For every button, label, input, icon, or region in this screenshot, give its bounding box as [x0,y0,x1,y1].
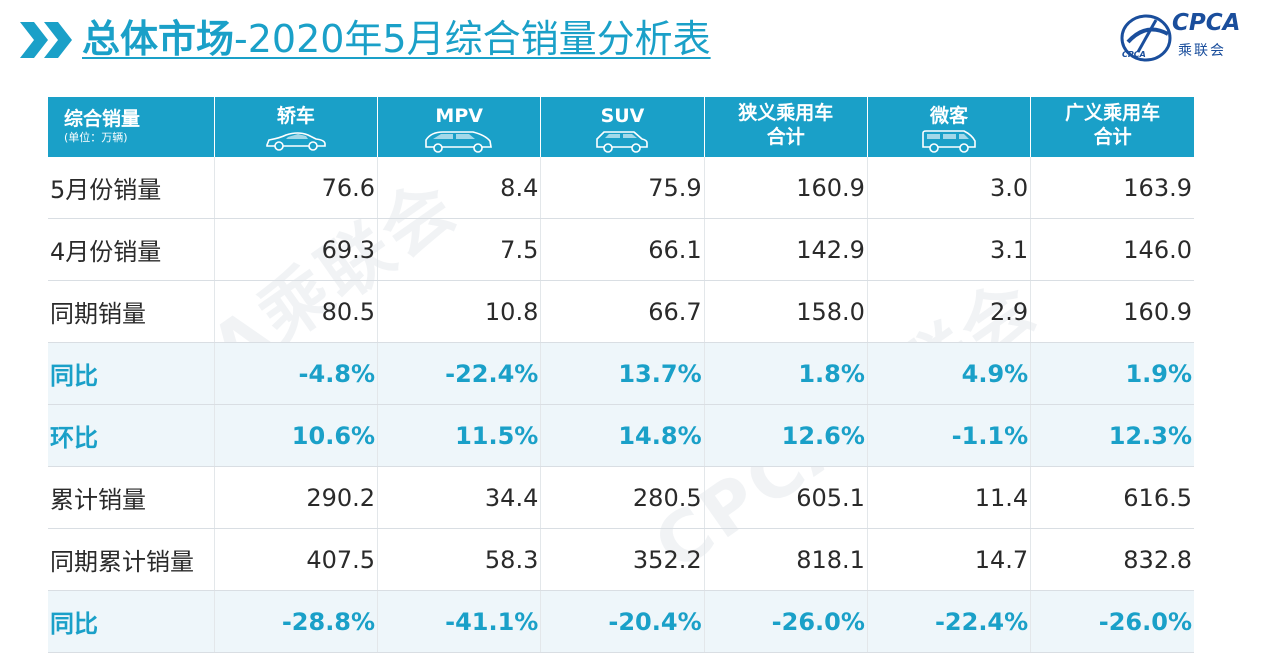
table-cell: 11.4 [867,466,1032,529]
minivan-icon [922,130,976,153]
table-cell: 4.9% [867,342,1032,405]
table-cell: -41.1% [377,590,542,653]
table-cell: 1.9% [1030,342,1194,405]
table-cell: 80.5 [214,280,379,343]
table-cell: -22.4% [867,590,1032,653]
table-cell: 14.8% [540,404,705,467]
page-title: 总体市场-2020年5月综合销量分析表 [82,17,711,61]
sales-table: 综合销量 (单位：万辆) 轿车 MPV [48,97,1194,653]
table-header-row: 综合销量 (单位：万辆) 轿车 MPV [48,97,1194,157]
sedan-icon [266,132,326,151]
page-header: 总体市场-2020年5月综合销量分析表 CPCA 乘联会 CPCA [0,0,1264,80]
table-cell: -20.4% [540,590,705,653]
table-cell: 605.1 [704,466,868,529]
table-row: 同期销量 80.5 10.8 66.7 158.0 2.9 160.9 [48,280,1194,343]
row-label: 同期销量 [48,280,215,343]
table-cell: 818.1 [704,528,868,591]
row-label: 同期累计销量 [48,528,215,591]
table-cell: 10.8 [377,280,542,343]
table-row: 累计销量 290.2 34.4 280.5 605.1 11.4 616.5 [48,466,1194,529]
row-label: 同比 [48,590,215,653]
corner-header: 综合销量 (单位：万辆) [48,97,215,157]
table-cell: 34.4 [377,466,542,529]
logo-text: CPCA [1172,10,1241,36]
table-cell: 352.2 [540,528,705,591]
row-label: 5月份销量 [48,157,215,219]
table-cell: 407.5 [214,528,379,591]
row-label: 4月份销量 [48,218,215,281]
table-cell: 616.5 [1030,466,1194,529]
table-cell: 158.0 [704,280,868,343]
table-cell: -26.0% [704,590,868,653]
column-header-narrow-passenger-total: 狭义乘用车 合计 [704,97,868,157]
table-cell: 2.9 [867,280,1032,343]
table-cell: 69.3 [214,218,379,281]
table-cell: 290.2 [214,466,379,529]
table-cell: 66.1 [540,218,705,281]
logo-subtitle: 乘联会 [1178,43,1226,59]
table-row: 同比 -4.8% -22.4% 13.7% 1.8% 4.9% 1.9% [48,342,1194,405]
mpv-icon [425,131,493,153]
table-row: 同比 -28.8% -41.1% -20.4% -26.0% -22.4% -26.0% [48,590,1194,653]
table-cell: -22.4% [377,342,542,405]
column-header-sedan: 轿车 [214,97,379,157]
column-header-mpv: MPV [377,97,542,157]
table-cell: 12.3% [1030,404,1194,467]
table-cell: -4.8% [214,342,379,405]
table-cell: -1.1% [867,404,1032,467]
column-header-minivan: 微客 [867,97,1032,157]
logo-tiny-text: CPCA [1122,50,1146,59]
table-cell: 13.7% [540,342,705,405]
table-cell: 14.7 [867,528,1032,591]
table-cell: 146.0 [1030,218,1194,281]
table-cell: 11.5% [377,404,542,467]
suv-icon [596,131,649,153]
column-header-suv: SUV [540,97,705,157]
row-label: 同比 [48,342,215,405]
row-label: 环比 [48,404,215,467]
table-cell: 142.9 [704,218,868,281]
table-cell: -28.8% [214,590,379,653]
table-cell: 832.8 [1030,528,1194,591]
table-cell: 76.6 [214,157,379,219]
table-row: 5月份销量 76.6 8.4 75.9 160.9 3.0 163.9 [48,157,1194,219]
table-cell: 160.9 [1030,280,1194,343]
table-cell: -26.0% [1030,590,1194,653]
row-label: 累计销量 [48,466,215,529]
chevron-right-icon [20,22,72,58]
table-cell: 160.9 [704,157,868,219]
column-header-broad-passenger-total: 广义乘用车 合计 [1030,97,1194,157]
table-cell: 10.6% [214,404,379,467]
table-cell: 280.5 [540,466,705,529]
table-cell: 3.0 [867,157,1032,219]
table-row: 4月份销量 69.3 7.5 66.1 142.9 3.1 146.0 [48,218,1194,281]
table-cell: 3.1 [867,218,1032,281]
table-row: 同期累计销量 407.5 58.3 352.2 818.1 14.7 832.8 [48,528,1194,591]
table-cell: 58.3 [377,528,542,591]
table-cell: 66.7 [540,280,705,343]
table-cell: 8.4 [377,157,542,219]
table-cell: 7.5 [377,218,542,281]
table-cell: 1.8% [704,342,868,405]
cpca-logo-icon [1120,14,1172,62]
table-cell: 12.6% [704,404,868,467]
table-cell: 75.9 [540,157,705,219]
table-cell: 163.9 [1030,157,1194,219]
table-row: 环比 10.6% 11.5% 14.8% 12.6% -1.1% 12.3% [48,404,1194,467]
